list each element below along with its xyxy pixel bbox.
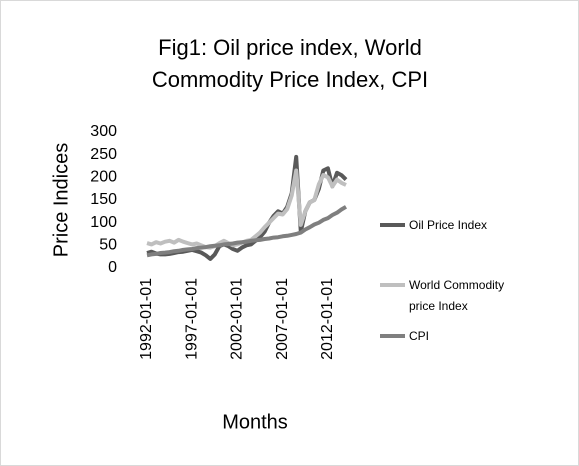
legend-label: CPI <box>409 328 430 343</box>
x-tick-label: 1997-01-01 <box>183 278 200 360</box>
y-tick-label: 0 <box>108 259 117 276</box>
legend-entry-box: CPI <box>409 328 430 343</box>
y-tick-label: 200 <box>90 169 117 186</box>
y-tick-label: 250 <box>90 146 117 163</box>
x-axis-label: Months <box>222 411 288 433</box>
y-tick-label: 300 <box>90 123 117 140</box>
x-tick-label: 1992-01-01 <box>138 278 155 360</box>
x-tick-label: 2002-01-01 <box>229 278 246 360</box>
legend-label: World Commodity price Index <box>409 277 505 313</box>
legend-entry-box: World Commodity price Index <box>409 277 505 313</box>
legend-entry-box: Oil Price Index <box>409 217 488 232</box>
x-tick-label: 2012-01-01 <box>319 278 336 360</box>
series-line <box>146 205 348 258</box>
title-box: Fig1: Oil price index, World Commodity P… <box>151 35 429 92</box>
legend-label: Oil Price Index <box>409 217 488 232</box>
y-tick-label: 150 <box>90 191 117 208</box>
y-tick-label: 100 <box>90 214 117 231</box>
y-tick-label: 50 <box>99 237 117 254</box>
y-axis-label: Price Indices <box>50 143 72 258</box>
chart-title: Fig1: Oil price index, World Commodity P… <box>151 35 429 92</box>
x-tick-label: 2007-01-01 <box>274 278 291 360</box>
